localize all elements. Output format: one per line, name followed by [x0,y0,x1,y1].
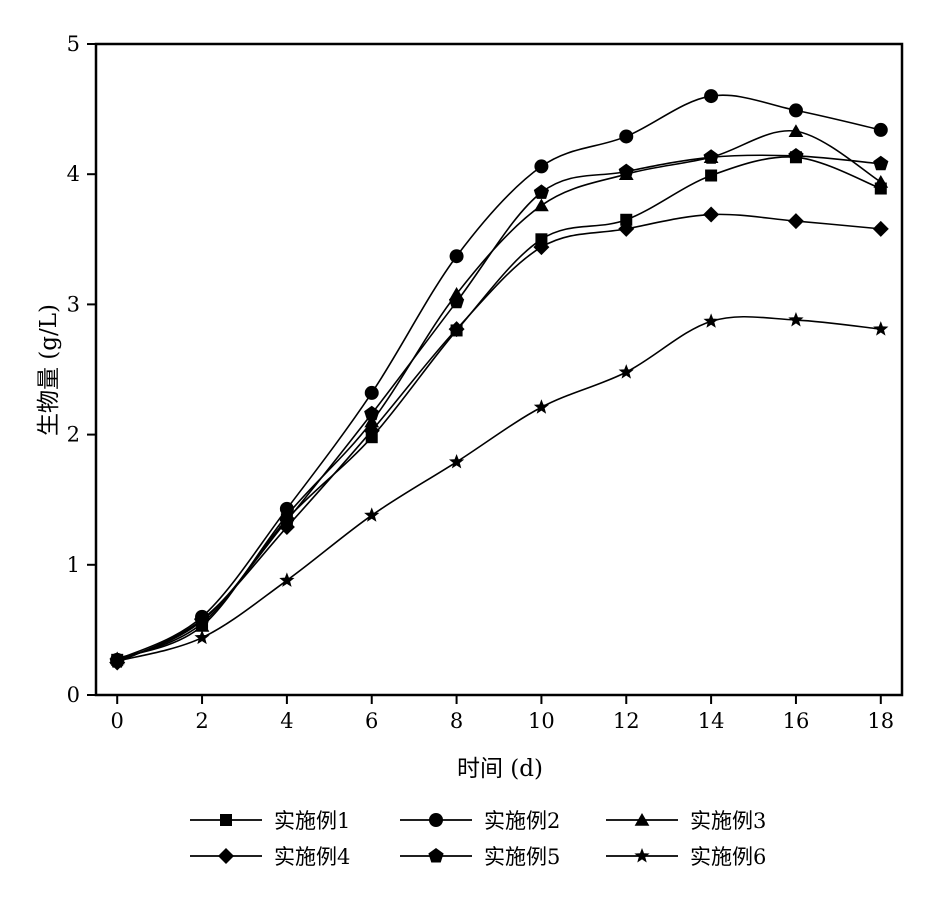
series-line [117,131,881,659]
data-point [873,156,888,170]
data-point [788,312,803,326]
y-tick-label: 5 [67,32,80,56]
x-axis-title: 时间 (d) [457,756,543,782]
y-axis-title: 生物量 (g/L) [36,304,62,436]
legend-label: 实施例3 [690,809,766,833]
series-line [117,317,881,661]
x-tick-label: 2 [195,709,208,733]
data-point [450,249,464,263]
data-point [365,386,379,400]
data-point [789,103,803,117]
legend-marker [429,813,443,827]
series-2 [110,89,888,667]
x-tick-label: 14 [698,709,725,733]
legend-label: 实施例2 [484,809,560,833]
legend-item-4: 实施例4 [190,845,350,869]
y-tick-label: 1 [67,553,80,577]
series-6 [110,312,889,668]
data-point [703,207,719,223]
legend-marker [218,848,234,864]
x-tick-label: 12 [613,709,640,733]
data-point [619,164,634,178]
data-point [705,170,717,182]
y-tick-label: 2 [67,423,80,447]
series-line [117,95,881,660]
legend-item-5: 实施例5 [400,845,560,869]
legend-label: 实施例4 [274,845,350,869]
x-tick-label: 10 [528,709,555,733]
data-point [534,184,549,198]
y-tick-label: 4 [67,162,80,186]
legend-label: 实施例6 [690,845,766,869]
series-layer [109,89,889,670]
data-point [534,198,549,211]
x-tick-label: 6 [365,709,378,733]
x-tick-label: 0 [111,709,124,733]
legend-label: 实施例5 [484,845,560,869]
data-point [704,313,719,327]
plot-frame [96,44,902,695]
data-point [534,159,548,173]
y-tick-label: 0 [67,683,80,707]
data-point [788,213,804,229]
series-line [117,214,881,662]
legend: 实施例1 实施例2 实施例3 实施例4 实施例5 实施例6 [190,809,766,869]
data-point [619,364,634,378]
legend-item-2: 实施例2 [400,809,560,833]
data-point [534,399,549,413]
x-tick-label: 18 [867,709,894,733]
legend-item-6: 实施例6 [606,845,766,869]
legend-label: 实施例1 [274,809,350,833]
data-point [619,129,633,143]
data-point [704,89,718,103]
data-point [194,630,209,644]
legend-marker [428,848,443,862]
legend-item-3: 实施例3 [606,809,766,833]
x-tick-label: 4 [280,709,293,733]
data-point [788,148,803,162]
data-point [704,149,719,163]
legend-marker [634,848,649,862]
legend-marker [220,814,232,826]
y-tick-label: 3 [67,292,80,316]
legend-item-1: 实施例1 [190,809,350,833]
data-point [873,321,888,335]
x-tick-label: 16 [783,709,810,733]
data-point [874,123,888,137]
x-tick-label: 8 [450,709,463,733]
data-point [873,175,888,188]
data-point [873,221,889,237]
